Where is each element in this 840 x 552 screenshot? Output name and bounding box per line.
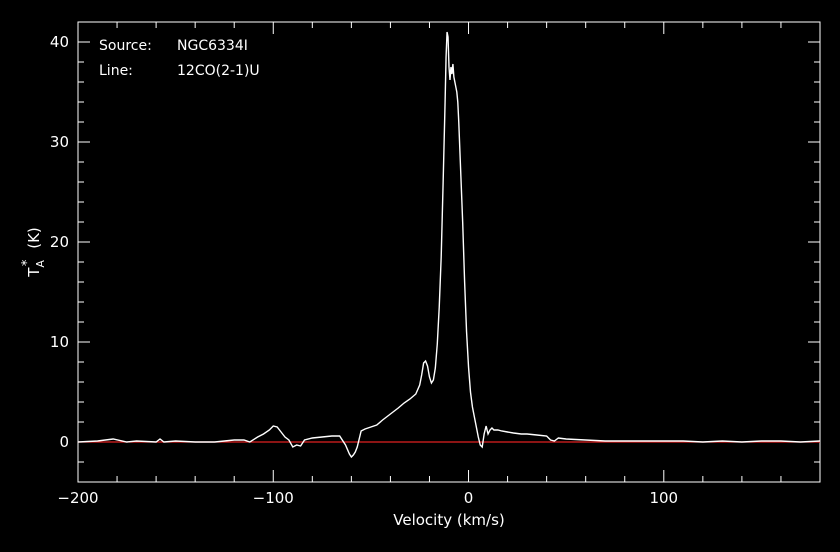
annotation-line-key: Line: [99, 63, 133, 79]
x-tick-label: −200 [57, 489, 98, 507]
y-axis-label-sub: A [34, 260, 47, 268]
y-tick-label: 10 [50, 333, 69, 351]
y-tick-label: 0 [59, 433, 69, 451]
y-axis-label-sup: * [20, 259, 35, 266]
y-tick-label: 20 [50, 233, 69, 251]
y-axis-label-unit: (K) [25, 227, 43, 249]
y-tick-label: 30 [50, 133, 69, 151]
spectrum-series-line [77, 31, 821, 459]
x-axis-label: Velocity (km/s) [393, 511, 504, 529]
y-tick-label: 40 [50, 33, 69, 51]
annotation-line-value: 12CO(2-1)U [177, 63, 260, 79]
plot-frame [77, 21, 821, 483]
annotation-source-key: Source: [99, 38, 152, 54]
tick-labels: −200 −100 0 100 0 10 20 30 40 [50, 33, 678, 507]
y-axis-label-main: T [25, 267, 43, 278]
x-tick-label: −100 [253, 489, 294, 507]
y-axis-label: TA* (K) [20, 227, 47, 278]
annotation-source-value: NGC6334I [177, 38, 248, 54]
x-tick-label: 0 [464, 489, 474, 507]
svg-text:TA* (K): TA* (K) [20, 227, 47, 278]
x-tick-label: 100 [649, 489, 678, 507]
